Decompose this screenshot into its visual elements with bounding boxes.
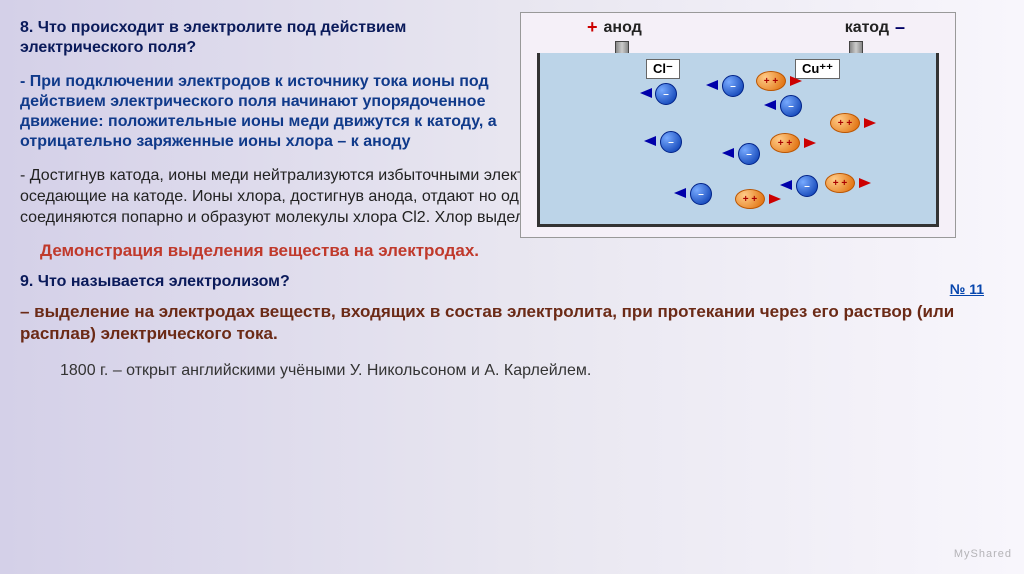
negative-ion: – — [796, 175, 818, 197]
positive-ion: + + — [735, 189, 765, 209]
positive-ion: + + — [830, 113, 860, 133]
arrow-to-anode — [764, 100, 776, 110]
negative-ion: – — [722, 75, 744, 97]
anode-label: анод — [602, 19, 644, 37]
arrow-to-cathode — [769, 194, 781, 204]
positive-ion: + + — [756, 71, 786, 91]
negative-ion: – — [780, 95, 802, 117]
question-9: 9. Что называется электролизом? — [20, 272, 950, 293]
negative-ion: – — [660, 131, 682, 153]
arrow-to-cathode — [804, 138, 816, 148]
arrow-to-anode — [722, 148, 734, 158]
arrow-to-cathode — [864, 118, 876, 128]
arrow-to-anode — [780, 180, 792, 190]
negative-ion: – — [655, 83, 677, 105]
arrow-to-cathode — [790, 76, 802, 86]
positive-ion: + + — [825, 173, 855, 193]
cathode-sign: – — [895, 17, 905, 38]
arrow-to-anode — [706, 80, 718, 90]
arrow-to-cathode — [859, 178, 871, 188]
answer-8: - При подключении электродов к источнику… — [20, 72, 510, 152]
answer-9: – выделение на электродах веществ, входя… — [20, 301, 1004, 345]
cl-ion-label: Cl⁻ — [646, 59, 680, 79]
cathode-header: катод – — [843, 17, 905, 38]
positive-ion: + + — [770, 133, 800, 153]
arrow-to-anode — [644, 136, 656, 146]
anode-sign: + — [587, 17, 598, 38]
demonstration-heading: Демонстрация выделения вещества на элект… — [40, 240, 1004, 262]
negative-ion: – — [738, 143, 760, 165]
electrolyte-vessel: Cl⁻ Cu⁺⁺ –––––––+ ++ ++ ++ ++ + — [537, 53, 939, 227]
arrow-to-anode — [640, 88, 652, 98]
negative-ion: – — [690, 183, 712, 205]
arrow-to-anode — [674, 188, 686, 198]
watermark: MyShared — [954, 548, 1012, 560]
electrolysis-diagram: + анод катод – Cl⁻ Cu⁺⁺ –––––––+ ++ ++ +… — [520, 12, 956, 238]
link-11[interactable]: № 11 — [950, 280, 984, 298]
cathode-label: катод — [843, 19, 891, 37]
discovery-year-text: 1800 г. – открыт английскими учёными У. … — [60, 361, 1004, 382]
question-8: 8. Что происходит в электролите под дейс… — [20, 18, 510, 58]
anode-header: + анод — [587, 17, 644, 38]
